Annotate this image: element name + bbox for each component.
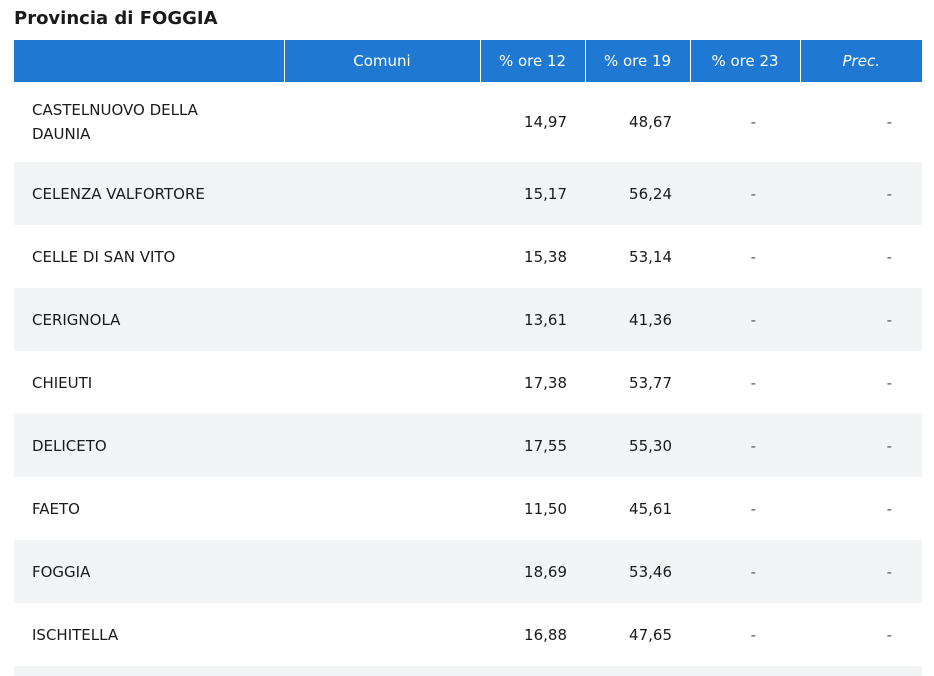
comune-name: CELLE DI SAN VITO [32, 247, 176, 266]
comune-name: CHIEUTI [32, 373, 93, 392]
ore23-cell: - [690, 414, 800, 477]
ore19-cell: 45,61 [629, 499, 672, 518]
comune-cell: ISCHITELLA [14, 603, 284, 666]
ore19-cell: 53,77 [629, 373, 672, 392]
ore19-cell: 53,14 [629, 247, 672, 266]
header-cell: Prec. [799, 40, 922, 82]
comune-name: FOGGIA [32, 562, 91, 581]
ore12-cell: 18,69 [480, 540, 585, 603]
comune-cell: DELICETO [14, 414, 284, 477]
ore12-cell: 11,50 [524, 499, 567, 518]
table-row: ISCHITELLA 16,88 47,65 - - [14, 603, 922, 666]
ore23-cell: - [690, 162, 800, 225]
header-cell [14, 40, 284, 82]
ore12-cell: 15,38 [524, 247, 567, 266]
comune-cell: FOGGIA [14, 540, 284, 603]
ore23-cell: - [690, 540, 800, 603]
empty-cell [284, 603, 480, 666]
prec-cell: - [886, 499, 892, 518]
empty-cell [284, 351, 480, 414]
table-row: DELICETO 17,55 55,30- - [14, 414, 922, 477]
ore19-cell: 48,67 [629, 113, 672, 131]
comune-name: CERIGNOLA [32, 310, 121, 329]
prec-cell: - [800, 414, 922, 477]
ore12-cell: 13,61 [480, 288, 585, 351]
ore12-cell: 17,38 [524, 373, 567, 392]
table-row: FAETO 11,50 45,61 - - [14, 477, 922, 540]
comune-cell: CHIEUTI [14, 351, 284, 414]
ore12-cell: 17,55 [480, 414, 585, 477]
prec-cell: - [886, 113, 892, 131]
ore23-cell: - [750, 625, 756, 644]
table-row: CERIGNOLA 13,61 41,36- - [14, 288, 922, 351]
empty-cell [284, 225, 480, 288]
ore19-cell: 47,65 [629, 625, 672, 644]
prec-cell: - [800, 540, 922, 603]
table-row: CELLE DI SAN VITO 15,38 53,14 - - [14, 225, 922, 288]
ore19-cell: 53,46 [585, 540, 690, 603]
comune-name: FAETO [32, 499, 80, 518]
turnout-table: Comuni % ore 12 % ore 19 % ore 23 Prec. … [14, 40, 922, 666]
comune-name: DELICETO [32, 436, 107, 455]
header-cell: % ore 19 [584, 40, 690, 82]
ore12-cell: 16,88 [524, 625, 567, 644]
comune-cell: CELENZA VALFORTORE [14, 162, 284, 225]
ore23-cell: - [750, 373, 756, 392]
prec-cell: - [800, 288, 922, 351]
prec-cell: - [886, 247, 892, 266]
empty-cell [284, 540, 480, 603]
header-cell: Comuni [283, 40, 480, 82]
ore12-cell: 15,17 [480, 162, 585, 225]
ore19-cell: 55,30 [585, 414, 690, 477]
table-row: CELENZA VALFORTORE 15,17 56,24- - [14, 162, 922, 225]
prec-cell: - [886, 625, 892, 644]
prec-cell: - [800, 162, 922, 225]
comune-cell: CASTELNUOVO DELLA DAUNIA [14, 82, 284, 162]
comune-cell: FAETO [14, 477, 284, 540]
title: Provincia di FOGGIA [14, 8, 218, 29]
ore19-cell: 56,24 [585, 162, 690, 225]
empty-cell [284, 288, 480, 351]
table-row: CHIEUTI 17,38 53,77 - - [14, 351, 922, 414]
ore23-cell: - [750, 247, 756, 266]
table-row: CASTELNUOVO DELLA DAUNIA 14,97 48,67 - - [14, 82, 922, 162]
comune-cell: CERIGNOLA [14, 288, 284, 351]
ore23-cell: - [750, 113, 756, 131]
table-body: CASTELNUOVO DELLA DAUNIA 14,97 48,67- - CELE… [14, 82, 922, 666]
empty-cell [284, 82, 480, 162]
empty-cell [284, 162, 480, 225]
empty-cell [284, 477, 480, 540]
empty-cell [284, 414, 480, 477]
comune-cell: CELLE DI SAN VITO [14, 225, 284, 288]
table-row: FOGGIA 18,69 53,46- - [14, 540, 922, 603]
header-cell: % ore 23 [689, 40, 800, 82]
ore12-cell: 14,97 [524, 113, 567, 131]
header-row: Comuni % ore 12 % ore 19 % ore 23 Prec. [14, 40, 922, 82]
prec-cell: - [886, 373, 892, 392]
comune-name: CASTELNUOVO DELLA DAUNIA [32, 101, 198, 143]
ore19-cell: 41,36 [585, 288, 690, 351]
row-band [14, 666, 922, 676]
header-cell: % ore 12 [479, 40, 585, 82]
ore23-cell: - [690, 288, 800, 351]
comune-name: CELENZA VALFORTORE [32, 184, 205, 203]
ore23-cell: - [750, 499, 756, 518]
table-header: Comuni % ore 12 % ore 19 % ore 23 Prec. [14, 40, 922, 82]
comune-name: ISCHITELLA [32, 625, 119, 644]
